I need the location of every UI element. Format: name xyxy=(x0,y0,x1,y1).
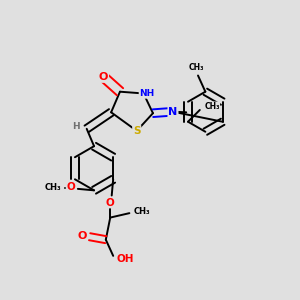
Text: O: O xyxy=(99,72,108,82)
Text: NH: NH xyxy=(140,89,155,98)
Text: S: S xyxy=(133,126,140,136)
Text: CH₃: CH₃ xyxy=(134,207,150,216)
Text: CH₃: CH₃ xyxy=(204,102,220,111)
Text: O: O xyxy=(77,231,87,241)
Text: CH₃: CH₃ xyxy=(45,183,62,192)
Text: O: O xyxy=(106,198,115,208)
Text: CH₃: CH₃ xyxy=(189,63,204,72)
Text: OH: OH xyxy=(117,254,134,264)
Text: N: N xyxy=(168,107,178,117)
Text: O: O xyxy=(66,182,75,192)
Text: H: H xyxy=(73,122,80,131)
